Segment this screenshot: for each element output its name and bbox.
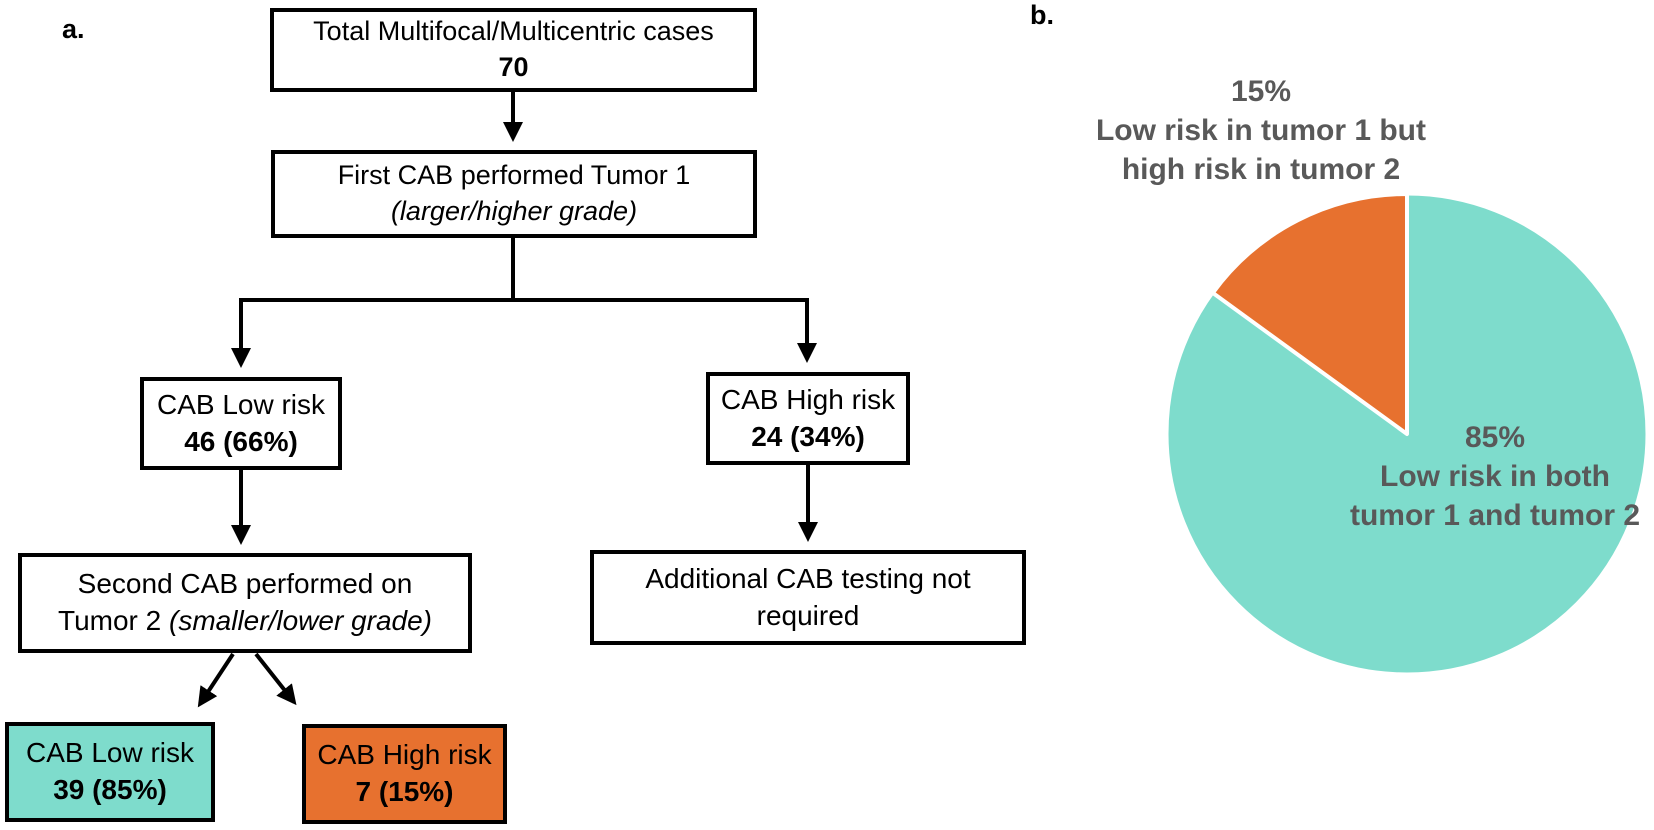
pie-label-15: 15% Low risk in tumor 1 but high risk in… <box>1051 72 1471 189</box>
first-cab-line1: First CAB performed Tumor 1 <box>337 160 691 191</box>
pie-chart <box>1165 192 1649 676</box>
pie-label-15-line1: Low risk in tumor 1 but <box>1095 114 1426 147</box>
second-cab-box: Second CAB performed on Tumor 2 (smaller… <box>18 553 472 653</box>
arrow-to-high-result <box>254 652 297 706</box>
cab-high-risk-box: CAB High risk 24 (34%) <box>706 372 910 465</box>
low-result-label: CAB Low risk <box>25 737 195 769</box>
total-cases-box: Total Multifocal/Multicentric cases 70 <box>270 8 757 92</box>
total-cases-count: 70 <box>498 52 529 82</box>
second-cab-line1: Second CAB performed on <box>77 568 413 600</box>
high-result-label: CAB High risk <box>317 739 492 771</box>
high-result-count: 7 (15%) <box>355 776 454 807</box>
total-cases-line1: Total Multifocal/Multicentric cases <box>313 16 714 47</box>
pie-slice-low1-high2 <box>1210 192 1409 436</box>
cab-low-risk-box: CAB Low risk 46 (66%) <box>140 377 342 470</box>
first-cab-line2: (larger/higher grade) <box>390 196 638 226</box>
cab-low-risk-label: CAB Low risk <box>156 388 326 420</box>
pie-label-15-pct: 15% <box>1230 75 1292 108</box>
pie-label-15-line2: high risk in tumor 2 <box>1121 153 1401 186</box>
pie-label-85-line1: Low risk in both <box>1380 460 1610 493</box>
second-cab-line2-normal: Tumor 2 <box>58 605 170 636</box>
low-result-count: 39 (85%) <box>53 774 167 805</box>
high-result-box: CAB High risk 7 (15%) <box>302 724 507 824</box>
cab-low-risk-count: 46 (66%) <box>184 425 298 457</box>
no-additional-testing-line1: Additional CAB testing not <box>645 562 971 594</box>
pie-label-85-pct: 85% <box>1464 421 1526 454</box>
no-additional-testing-line2: required <box>756 599 860 631</box>
no-additional-testing-box: Additional CAB testing not required <box>590 550 1026 645</box>
pie-label-85: 85% Low risk in both tumor 1 and tumor 2 <box>1335 418 1654 535</box>
second-cab-line2: Tumor 2 (smaller/lower grade) <box>58 603 432 640</box>
cab-high-risk-label: CAB High risk <box>720 383 896 415</box>
low-result-box: CAB Low risk 39 (85%) <box>5 722 215 822</box>
first-cab-box: First CAB performed Tumor 1 (larger/high… <box>271 150 757 238</box>
arrow-to-low-result <box>197 652 235 708</box>
panel-b-label: b. <box>1030 0 1054 30</box>
cab-high-risk-count: 24 (34%) <box>751 420 865 452</box>
panel-a-label: a. <box>62 14 85 44</box>
pie-label-85-line2: tumor 1 and tumor 2 <box>1349 499 1641 532</box>
second-cab-line2-italic: (smaller/lower grade) <box>169 605 432 636</box>
